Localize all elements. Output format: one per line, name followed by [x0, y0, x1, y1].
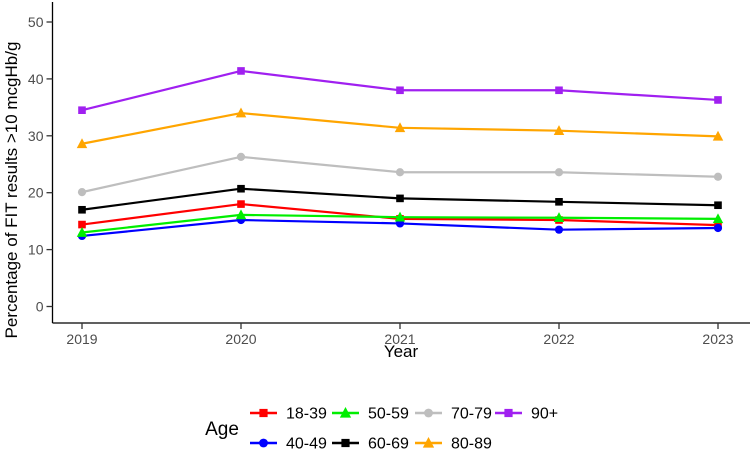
legend-label-90+: 90+ — [531, 406, 558, 423]
series-marker-60-69 — [555, 198, 563, 206]
x-tick-label: 2021 — [384, 331, 415, 347]
series-marker-80-89 — [235, 107, 247, 118]
series-marker-50-59 — [712, 213, 724, 224]
x-tick-label: 2019 — [66, 331, 97, 347]
legend-key-marker-50-59 — [339, 407, 352, 418]
legend-key-marker-70-79 — [424, 408, 433, 418]
legend-key-marker-18-39 — [259, 408, 268, 418]
series-marker-80-89 — [553, 125, 565, 135]
series-marker-18-39 — [237, 200, 245, 208]
series-marker-40-49 — [713, 223, 723, 233]
series-marker-50-59 — [235, 209, 247, 220]
series-marker-50-59 — [553, 212, 565, 223]
series-marker-90+ — [237, 67, 245, 75]
series-marker-50-59 — [394, 211, 406, 222]
x-axis-title: Year — [384, 342, 419, 361]
series-marker-90+ — [714, 96, 722, 104]
series-marker-50-59 — [76, 226, 88, 237]
y-tick-label: 50 — [28, 14, 44, 30]
legend-key-marker-60-69 — [341, 438, 350, 448]
legend-label-60-69: 60-69 — [368, 436, 409, 452]
y-tick-label: 40 — [28, 71, 44, 87]
series-marker-60-69 — [237, 184, 245, 193]
series-marker-60-69 — [396, 194, 404, 203]
legend-label-18-39: 18-39 — [286, 406, 327, 423]
series-marker-70-79 — [554, 168, 564, 177]
legend-key-marker-90+ — [504, 408, 513, 418]
series-marker-90+ — [78, 106, 86, 114]
legend-label-50-59: 50-59 — [368, 406, 409, 423]
series-marker-80-89 — [712, 130, 724, 141]
legend-key-marker-80-89 — [422, 437, 435, 448]
legend-title: Age — [205, 419, 239, 440]
x-tick-label: 2022 — [543, 331, 574, 347]
y-tick-label: 10 — [28, 242, 44, 258]
series-marker-70-79 — [395, 168, 405, 177]
x-tick-label: 2020 — [225, 331, 256, 347]
legend-label-80-89: 80-89 — [451, 436, 492, 452]
series-marker-60-69 — [78, 205, 86, 214]
series-marker-40-49 — [554, 225, 564, 234]
series-marker-70-79 — [236, 152, 246, 161]
y-axis-title: Percentage of FIT results >10 mcgHb/g — [2, 42, 21, 339]
series-marker-80-89 — [76, 138, 88, 149]
y-tick-label: 30 — [28, 128, 44, 144]
legend-label-70-79: 70-79 — [451, 406, 492, 423]
series-marker-18-39 — [78, 220, 86, 229]
series-marker-60-69 — [714, 201, 722, 210]
series-marker-80-89 — [394, 122, 406, 133]
x-tick-label: 2023 — [702, 331, 733, 347]
series-marker-90+ — [555, 86, 563, 95]
y-tick-label: 20 — [28, 185, 44, 201]
series-marker-90+ — [396, 86, 404, 95]
series-marker-70-79 — [77, 188, 87, 197]
legend-label-40-49: 40-49 — [286, 436, 327, 452]
y-tick-label: 0 — [36, 299, 44, 315]
legend-key-marker-40-49 — [259, 438, 268, 448]
series-marker-70-79 — [713, 172, 723, 181]
